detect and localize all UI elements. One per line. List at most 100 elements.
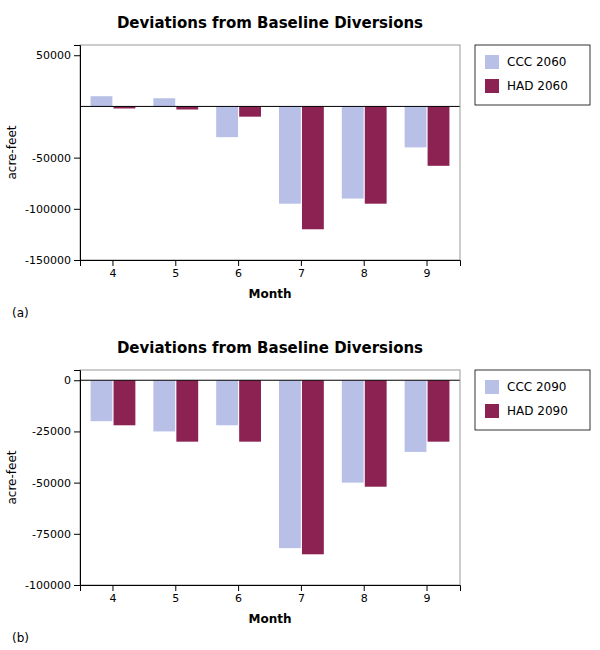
tick-mark: [238, 585, 239, 591]
bar: [153, 98, 175, 106]
tick-label: -100000: [25, 203, 71, 216]
legend-label: CCC 2060: [507, 55, 567, 69]
y-tick: -100000: [25, 203, 80, 216]
tick-mark: [364, 260, 365, 266]
bars: [91, 380, 450, 554]
title: Deviations from Baseline Diversions: [117, 14, 423, 32]
x-tick: 9: [424, 260, 431, 280]
plot-area: 45678950000-50000-100000-150000Monthacre…: [5, 45, 461, 301]
tick-label: 8: [361, 267, 368, 280]
x-tick: 9: [424, 585, 431, 605]
zero-line: [80, 106, 460, 107]
tick-label: 4: [109, 267, 116, 280]
tick-label: 6: [235, 267, 242, 280]
bar: [405, 380, 427, 452]
bar-series: [91, 96, 427, 204]
panel-label: (b): [12, 631, 29, 645]
plot-frame: [80, 370, 460, 585]
y-axis-title: acre-feet: [5, 450, 19, 504]
tick-label: 7: [298, 267, 305, 280]
tick-mark: [301, 585, 302, 591]
legend-frame: [475, 370, 590, 430]
bar: [342, 106, 364, 198]
legend-label: HAD 2060: [507, 79, 568, 93]
y-axis: 0-25000-50000-75000-100000: [25, 371, 80, 593]
tick-label: 5: [172, 592, 179, 605]
bar: [405, 106, 427, 147]
legend-label: HAD 2090: [507, 404, 568, 418]
y-tick: -100000: [25, 579, 80, 592]
x-tick: 8: [361, 585, 368, 605]
bar: [153, 380, 175, 431]
tick-label: 4: [109, 592, 116, 605]
x-tick: 6: [235, 585, 242, 605]
bar: [176, 380, 198, 441]
y-tick: -150000: [25, 254, 80, 267]
bar: [302, 380, 324, 554]
tick-label: -50000: [32, 477, 71, 490]
tick-label: -150000: [25, 254, 71, 267]
tick-label: 50000: [36, 49, 71, 62]
x-tick: 5: [172, 260, 179, 280]
bar: [91, 96, 113, 106]
tick-label: -100000: [25, 579, 71, 592]
x-tick: 6: [235, 260, 242, 280]
bar: [239, 106, 261, 116]
legend-item: CCC 2060: [485, 55, 567, 69]
bar: [114, 380, 136, 425]
y-axis: 50000-50000-100000-150000: [25, 46, 80, 268]
x-tick: 8: [361, 260, 368, 280]
legend-item: HAD 2090: [485, 404, 568, 418]
panel: Deviations from Baseline Diversions 4 5 6 7 8…: [5, 339, 590, 645]
legend-swatch: [485, 380, 499, 394]
y-tick: -50000: [32, 477, 80, 490]
axis-line: [81, 261, 461, 267]
tick-mark: [74, 585, 80, 586]
legend-swatch: [485, 79, 499, 93]
tick-mark: [74, 260, 80, 261]
tick-mark: [364, 585, 365, 591]
bar: [216, 380, 238, 425]
axis-line: [74, 46, 81, 261]
y-tick: 50000: [36, 49, 80, 62]
x-tick: 7: [298, 585, 305, 605]
x-tick: 4: [109, 260, 116, 280]
bar: [342, 380, 364, 482]
tick-label: -25000: [32, 425, 71, 438]
tick-label: 9: [424, 592, 431, 605]
bar: [365, 106, 387, 203]
tick-label: 6: [235, 592, 242, 605]
bar: [302, 106, 324, 229]
title: Deviations from Baseline Diversions: [117, 339, 423, 357]
legend-item: CCC 2090: [485, 380, 567, 394]
x-axis-title: Month: [248, 287, 291, 301]
bar: [279, 380, 301, 548]
bar: [365, 380, 387, 486]
x-axis-title: Month: [248, 612, 291, 626]
axis-line: [74, 371, 81, 586]
tick-mark: [175, 260, 176, 266]
tick-mark: [74, 483, 80, 484]
tick-mark: [74, 534, 80, 535]
legend: CCC 2090 HAD 2090: [475, 370, 590, 430]
zero-line: [80, 380, 460, 381]
legend-swatch: [485, 404, 499, 418]
tick-mark: [112, 585, 113, 591]
x-axis: 4 5 6 7 8 9: [81, 260, 461, 280]
legend-item: HAD 2060: [485, 79, 568, 93]
bar: [428, 380, 450, 441]
y-tick: -25000: [32, 425, 80, 438]
plot-frame: [80, 45, 460, 260]
tick-mark: [74, 380, 80, 381]
legend-frame: [475, 45, 590, 105]
tick-mark: [112, 260, 113, 266]
y-tick: 0: [64, 374, 80, 387]
tick-label: 0: [64, 374, 71, 387]
x-tick: 7: [298, 260, 305, 280]
tick-mark: [427, 585, 428, 591]
tick-mark: [74, 55, 80, 56]
plot-area: 4567890-25000-50000-75000-100000Monthacr…: [5, 370, 461, 626]
tick-mark: [175, 585, 176, 591]
tick-mark: [238, 260, 239, 266]
x-tick: 5: [172, 585, 179, 605]
